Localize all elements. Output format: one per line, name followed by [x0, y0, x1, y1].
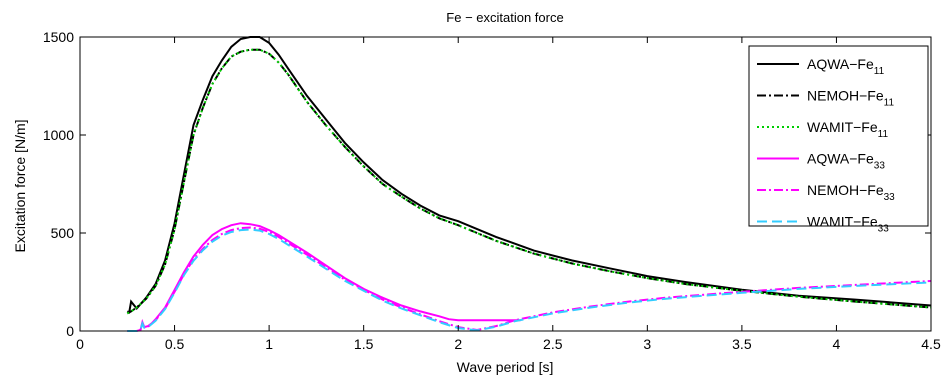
series-line-0 — [126, 36, 932, 314]
legend-label-3: AQWA−Fe33 — [807, 151, 885, 172]
legend-label-subscript: 33 — [874, 161, 886, 172]
y-tick-label: 1500 — [43, 29, 74, 45]
x-tick-label: 3 — [643, 336, 651, 352]
legend-label-1: NEMOH−Fe11 — [807, 88, 894, 109]
legend-label-4: NEMOH−Fe33 — [807, 182, 895, 203]
series-line-2 — [126, 48, 932, 315]
legend-label-subscript: 11 — [878, 129, 889, 140]
series-line-4 — [127, 226, 932, 332]
x-axis-label: Wave period [s] — [457, 359, 554, 375]
x-tick-label: 2.5 — [543, 336, 563, 352]
legend-label-subscript: 33 — [878, 224, 890, 235]
y-axis-label: Excitation force [N/m] — [12, 119, 28, 252]
y-tick-label: 1000 — [43, 127, 74, 143]
legend-label-5: WAMIT−Fe33 — [807, 214, 889, 235]
chart-title: Fe − excitation force — [446, 10, 563, 25]
x-tick-label: 4 — [833, 336, 841, 352]
x-tick-label: 0.5 — [165, 336, 185, 352]
legend-label-0: AQWA−Fe11 — [807, 56, 885, 77]
legend-box — [748, 45, 929, 227]
plot-area-frame — [79, 36, 932, 332]
legend-label-subscript: 11 — [874, 66, 885, 77]
y-tick-label: 0 — [66, 323, 74, 339]
legend: AQWA−Fe11 NEMOH−Fe11 WAMIT−Fe11 AQWA−Fe33 NE… — [748, 45, 929, 235]
series-line-3 — [127, 222, 521, 332]
x-tick-label: 1.5 — [354, 336, 374, 352]
legend-label-2: WAMIT−Fe11 — [807, 119, 888, 140]
y-tick-label: 500 — [51, 225, 75, 241]
x-tick-label: 0 — [76, 336, 84, 352]
plot-series — [126, 36, 932, 332]
x-tick-label: 2 — [454, 336, 462, 352]
x-tick-label: 3.5 — [732, 336, 752, 352]
legend-label-subscript: 11 — [884, 98, 895, 109]
axis-ticks: 0 0.5 1 1.5 2 2.5 3 3.5 4 4.5 0 500 1000 1500 — [43, 29, 941, 352]
series-line-5 — [127, 228, 932, 332]
legend-label-subscript: 33 — [884, 192, 896, 203]
x-tick-label: 1 — [265, 336, 273, 352]
x-tick-label: 4.5 — [921, 336, 941, 352]
